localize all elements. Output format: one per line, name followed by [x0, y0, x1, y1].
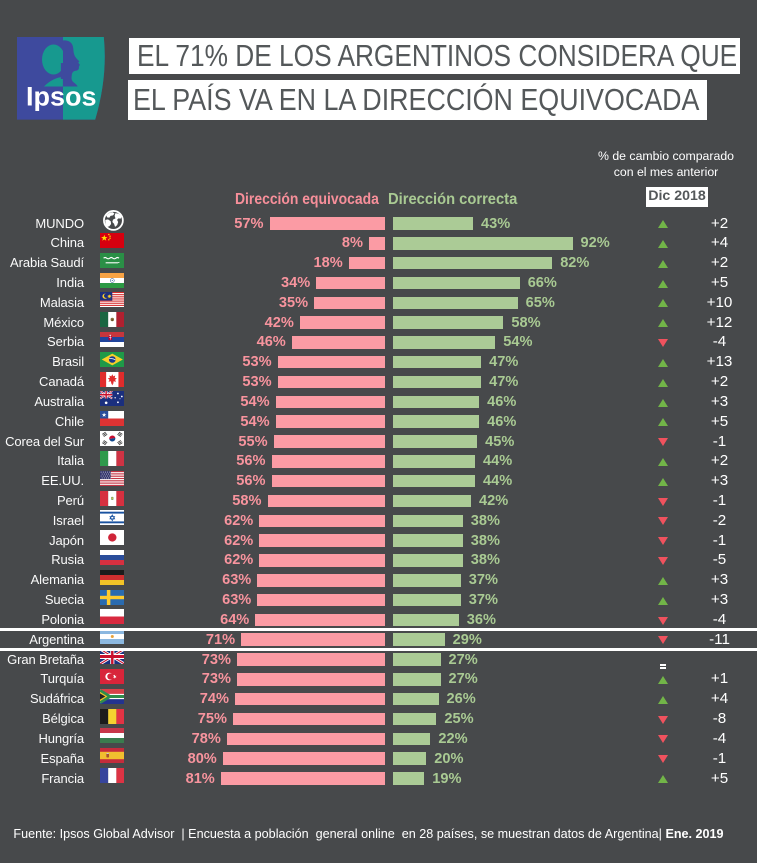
svg-text:Ipsos: Ipsos — [26, 81, 97, 111]
